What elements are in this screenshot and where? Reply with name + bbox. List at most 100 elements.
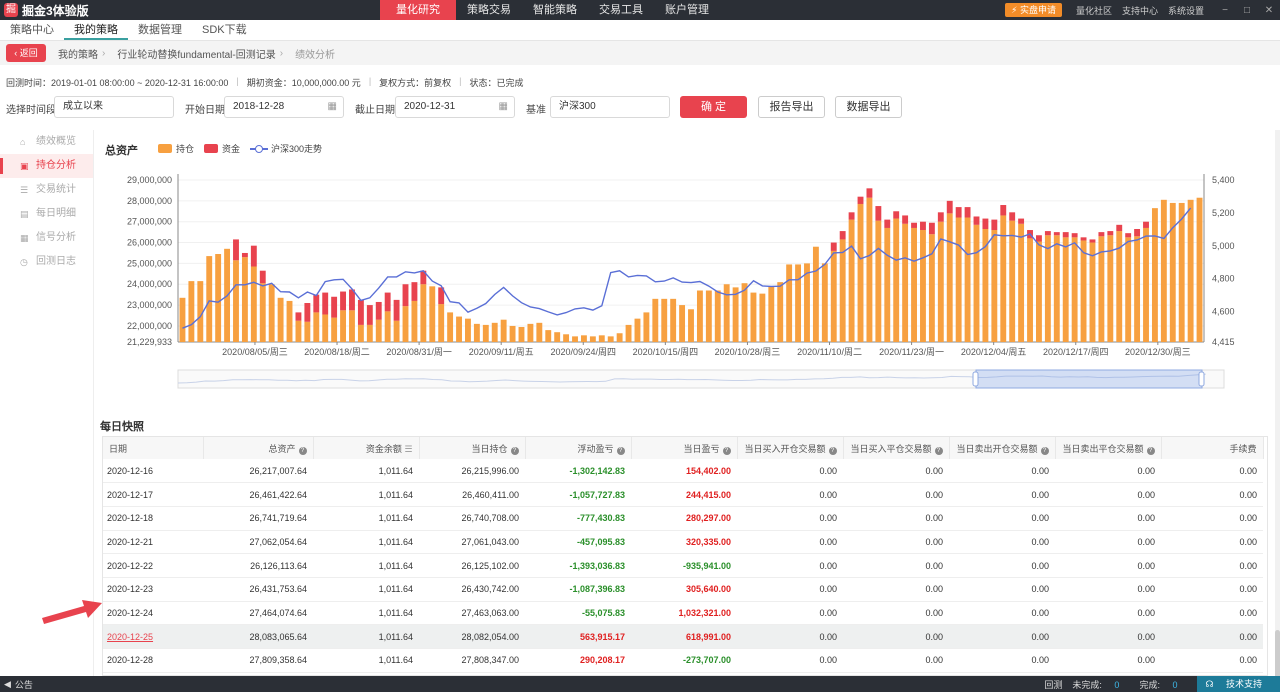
minimize-icon[interactable]: −: [1222, 4, 1228, 16]
date-cell[interactable]: 2020-12-25: [103, 624, 203, 649]
community-link[interactable]: 量化社区: [1075, 5, 1112, 16]
column-header[interactable]: 总资产?: [203, 437, 314, 459]
close-icon[interactable]: ✕: [1264, 4, 1274, 16]
help-icon[interactable]: ?: [828, 446, 837, 455]
maximize-icon[interactable]: □: [1243, 4, 1251, 16]
column-header[interactable]: 当日卖出平仓交易额?: [1055, 437, 1162, 459]
top-nav-item[interactable]: 智能策略: [533, 4, 577, 16]
table-row[interactable]: 2020-12-17 26,461,422.64 1,011.64 26,460,41…: [103, 482, 1263, 507]
date-cell[interactable]: 2020-12-23: [103, 577, 203, 602]
table-row[interactable]: 2020-12-2927,814,614.641,011.6427,813,60…: [103, 672, 1263, 675]
help-icon[interactable]: ?: [510, 446, 519, 455]
column-header[interactable]: 当日卖出开仓交易额?: [949, 437, 1056, 459]
range-select[interactable]: 成立以来: [54, 96, 174, 118]
position-bar: [554, 332, 561, 342]
date-cell[interactable]: 2020-12-18: [103, 506, 203, 531]
top-nav-item[interactable]: 策略交易: [467, 4, 511, 16]
legend-benchmark[interactable]: 沪深300走势: [250, 142, 322, 155]
date-cell[interactable]: 2020-12-29: [103, 672, 203, 675]
position-bar: [268, 284, 275, 342]
table-row[interactable]: 2020-12-23 26,431,753.64 1,011.64 26,430,74…: [103, 577, 1263, 602]
date-cell[interactable]: 2020-12-24: [103, 601, 203, 626]
left-menu-overview[interactable]: ⌂ 绩效概览: [0, 130, 93, 154]
column-header[interactable]: 当日持仓?: [419, 437, 526, 459]
column-header[interactable]: 资金余额 ☰: [313, 437, 420, 459]
position-bar: [340, 310, 346, 342]
top-nav-item[interactable]: 量化研究: [380, 0, 456, 20]
table-cell: 295,464.17: [525, 672, 631, 675]
position-bar: [1036, 241, 1042, 342]
table-row[interactable]: 2020-12-18 26,741,719.64 1,011.64 26,740,70…: [103, 506, 1263, 531]
crumb-backtest-record[interactable]: 行业轮动替换fundamental-回测记录: [117, 49, 276, 61]
confirm-button[interactable]: 确 定: [680, 96, 747, 118]
red-arrow-icon: [42, 600, 102, 624]
tab-my-strategy[interactable]: 我的策略: [64, 20, 128, 40]
table-row[interactable]: 2020-12-28 27,809,358.64 1,011.64 27,808,34…: [103, 648, 1263, 673]
table-cell: 0.00: [1055, 577, 1161, 602]
y-right-tick-label: 5,000: [1212, 241, 1235, 251]
table-cell: 0.00: [1055, 624, 1161, 649]
table-body: 2020-12-16 26,217,007.64 1,011.64 26,215,99…: [103, 459, 1263, 675]
help-icon[interactable]: ?: [722, 446, 731, 455]
column-header[interactable]: 当日买入开仓交易额?: [737, 437, 844, 459]
left-menu-signal[interactable]: ▦ 信号分析: [0, 226, 93, 250]
column-header[interactable]: 当日买入平仓交易额?: [843, 437, 950, 459]
position-bar: [420, 284, 427, 342]
tab-strategy-center[interactable]: 策略中心: [10, 24, 54, 36]
tech-support-button[interactable]: ☊ 技术支持: [1197, 676, 1280, 692]
zoom-handle-right[interactable]: [1198, 371, 1205, 387]
export-data-button[interactable]: 数据导出: [835, 96, 902, 118]
top-nav-item[interactable]: 账户管理: [665, 4, 709, 16]
table-row[interactable]: 2020-12-22 26,126,113.64 1,011.64 26,125,10…: [103, 553, 1263, 578]
legend-cash[interactable]: 资金: [204, 142, 240, 155]
position-bar: [366, 324, 373, 342]
zoom-slider-selection[interactable]: [975, 369, 1203, 389]
column-header[interactable]: 当日盈亏?: [631, 437, 738, 459]
sub-nav: 策略中心 我的策略 数据管理 SDK下载: [0, 20, 1280, 41]
left-menu-trade-stats[interactable]: ☰ 交易统计: [0, 178, 93, 202]
zoom-handle-left[interactable]: [972, 371, 979, 387]
date-cell[interactable]: 2020-12-16: [103, 459, 203, 484]
start-date-input[interactable]: 2018-12-28 ▦: [224, 96, 344, 118]
help-icon[interactable]: ?: [616, 446, 625, 455]
table-row[interactable]: 2020-12-16 26,217,007.64 1,011.64 26,215,99…: [103, 459, 1263, 484]
left-menu-holdings[interactable]: ▣ 持仓分析: [0, 154, 93, 178]
zoom-slider-track: [177, 369, 1225, 389]
column-menu-icon[interactable]: ☰: [401, 443, 413, 454]
position-bar: [777, 282, 784, 342]
table-row[interactable]: 2020-12-25 28,083,065.64 1,011.64 28,082,05…: [103, 624, 1263, 649]
column-header[interactable]: 日期: [103, 437, 204, 459]
table-row[interactable]: 2020-12-21 27,062,054.64 1,011.64 27,061,04…: [103, 530, 1263, 555]
crumb-my-strategy[interactable]: 我的策略: [58, 49, 98, 61]
help-icon[interactable]: ?: [298, 446, 307, 455]
help-icon[interactable]: ?: [934, 446, 943, 455]
legend-position[interactable]: 持仓: [158, 142, 194, 155]
export-report-button[interactable]: 报告导出: [758, 96, 825, 118]
support-link[interactable]: 支持中心: [1121, 5, 1158, 16]
settings-link[interactable]: 系统设置: [1167, 5, 1204, 16]
left-menu-daily-detail[interactable]: ▤ 每日明细: [0, 202, 93, 226]
table-row[interactable]: 2020-12-24 27,464,074.64 1,011.64 27,463,06…: [103, 601, 1263, 626]
column-header[interactable]: 浮动盈亏?: [525, 437, 632, 459]
end-date-input[interactable]: 2020-12-31 ▦: [395, 96, 515, 118]
live-apply-button[interactable]: ⚡ 实盘申请: [1005, 3, 1062, 17]
position-bar: [304, 321, 311, 342]
vertical-scrollbar[interactable]: [1275, 130, 1280, 690]
date-cell[interactable]: 2020-12-21: [103, 530, 203, 555]
tab-sdk-download[interactable]: SDK下载: [202, 24, 247, 36]
benchmark-input[interactable]: 沪深300: [550, 96, 670, 118]
back-button[interactable]: ‹ 返回: [6, 44, 46, 62]
cash-bar: [875, 206, 882, 221]
column-header[interactable]: 手续费: [1161, 437, 1264, 459]
scrollbar-thumb[interactable]: [1275, 630, 1280, 690]
left-menu-log[interactable]: ◷ 回测日志: [0, 250, 93, 274]
date-cell[interactable]: 2020-12-17: [103, 482, 203, 507]
date-cell[interactable]: 2020-12-22: [103, 553, 203, 578]
help-icon[interactable]: ?: [1146, 446, 1155, 455]
position-bar: [357, 324, 364, 342]
top-nav-item[interactable]: 交易工具: [599, 4, 643, 16]
notice-link[interactable]: 公告: [14, 679, 33, 690]
date-cell[interactable]: 2020-12-28: [103, 648, 203, 673]
tab-data-management[interactable]: 数据管理: [138, 24, 182, 36]
help-icon[interactable]: ?: [1040, 446, 1049, 455]
